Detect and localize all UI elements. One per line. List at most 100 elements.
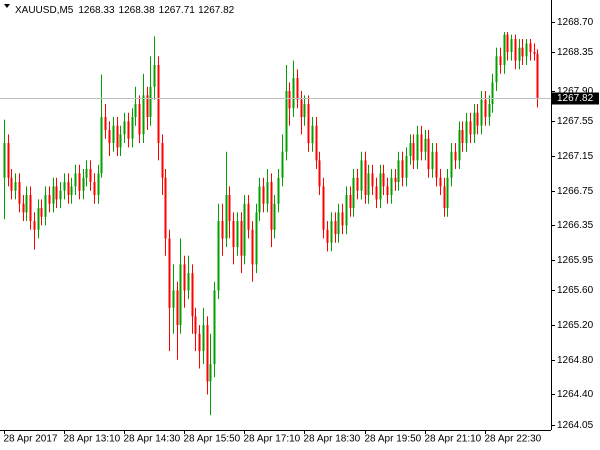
candle-body — [3, 143, 6, 178]
price-label-box — [551, 92, 599, 105]
candle-body — [100, 117, 103, 174]
header-close: 1267.82 — [198, 5, 235, 16]
candle-body — [82, 177, 85, 191]
x-tick-label: 28 Apr 14:30 — [124, 434, 181, 445]
candle-body — [416, 134, 419, 161]
candle-body — [307, 104, 310, 144]
candle-body — [394, 177, 397, 183]
y-tick-label: 1267.15 — [557, 151, 594, 162]
x-tick-label: 28 Apr 18:30 — [304, 434, 361, 445]
y-tick-label: 1267.90 — [557, 86, 594, 97]
candle-body — [164, 177, 167, 239]
candle-body — [221, 221, 224, 239]
candle-body — [97, 173, 100, 196]
candle-body — [194, 316, 197, 334]
candle-body — [191, 273, 194, 317]
candle-body — [330, 221, 333, 243]
candle-body — [491, 82, 494, 105]
candle-body — [161, 143, 164, 178]
candle-body — [296, 78, 299, 100]
candle-body — [74, 173, 77, 187]
candle-body — [390, 177, 393, 196]
candle-body — [55, 186, 58, 200]
candle-body — [176, 290, 179, 326]
candle-body — [277, 177, 280, 204]
candle-body — [183, 264, 186, 291]
candle-body — [172, 290, 175, 308]
candle-body — [119, 134, 122, 148]
candle-body — [465, 121, 468, 144]
x-tick-label: 28 Apr 22:30 — [485, 434, 542, 445]
candle-body — [70, 186, 73, 196]
candle-body — [288, 91, 291, 109]
candle-body — [7, 143, 10, 178]
candle-body — [443, 186, 446, 209]
candle-body — [240, 221, 243, 256]
candle-body — [480, 99, 483, 126]
candle-body — [273, 203, 276, 230]
candle-body — [10, 177, 13, 191]
x-tick-label: 28 Apr 21:10 — [425, 434, 482, 445]
x-tick-label: 28 Apr 17:10 — [244, 434, 301, 445]
candle-body — [341, 212, 344, 226]
candle-body — [427, 138, 430, 170]
candle-body — [420, 134, 423, 152]
candle-body — [375, 186, 378, 200]
header-open: 1268.33 — [78, 5, 115, 16]
candle-body — [104, 117, 107, 131]
candle-body — [364, 160, 367, 196]
candle-body — [529, 43, 532, 53]
candle-body — [153, 65, 156, 87]
candle-body — [85, 169, 88, 178]
candle-body — [67, 182, 70, 196]
candle-body — [179, 264, 182, 326]
candle-body — [431, 151, 434, 170]
candle-body — [63, 182, 66, 191]
candle-body — [25, 195, 28, 213]
candle-body — [157, 65, 160, 144]
candle-body — [503, 34, 506, 66]
y-tick-label: 1266.75 — [557, 186, 594, 197]
candle-body — [401, 160, 404, 178]
candle-body — [488, 104, 491, 118]
candle-body — [318, 160, 321, 187]
candle-body — [360, 160, 363, 191]
candle-body — [326, 229, 329, 243]
y-tick-label: 1265.20 — [557, 320, 594, 331]
candle-body — [536, 53, 539, 98]
header-high: 1268.38 — [119, 5, 156, 16]
candle-body — [213, 290, 216, 365]
candle-body — [322, 186, 325, 230]
symbol: XAUUSD,M5 — [15, 5, 74, 16]
candle-body — [40, 208, 43, 217]
candle-body — [525, 43, 528, 57]
y-tick-label: 1264.05 — [557, 420, 594, 431]
candle-body — [14, 182, 17, 191]
candle-body — [292, 78, 295, 109]
candle-body — [37, 208, 40, 230]
y-tick-label: 1264.80 — [557, 355, 594, 366]
candle-body — [281, 151, 284, 178]
chart-header: XAUUSD,M5 1268.33 1268.38 1267.71 1267.82 — [15, 5, 235, 16]
candle-body — [533, 52, 536, 54]
candle-body — [149, 86, 152, 118]
candle-body — [266, 182, 269, 204]
candle-body — [243, 203, 246, 256]
candle-body — [78, 173, 81, 191]
x-tick-label: 28 Apr 19:50 — [365, 434, 422, 445]
candle-body — [514, 39, 517, 61]
collapse-arrow[interactable] — [4, 4, 10, 8]
price-label: 1267.82 — [557, 93, 594, 104]
candle-body — [367, 173, 370, 196]
candle-body — [247, 203, 250, 230]
candle-body — [446, 177, 449, 209]
candle-body — [300, 99, 303, 118]
y-tick-label: 1268.35 — [557, 47, 594, 58]
header-low: 1267.71 — [159, 5, 196, 16]
candle-body — [379, 173, 382, 200]
candle-body — [412, 143, 415, 161]
candle-body — [270, 182, 273, 230]
candle-body — [386, 186, 389, 196]
